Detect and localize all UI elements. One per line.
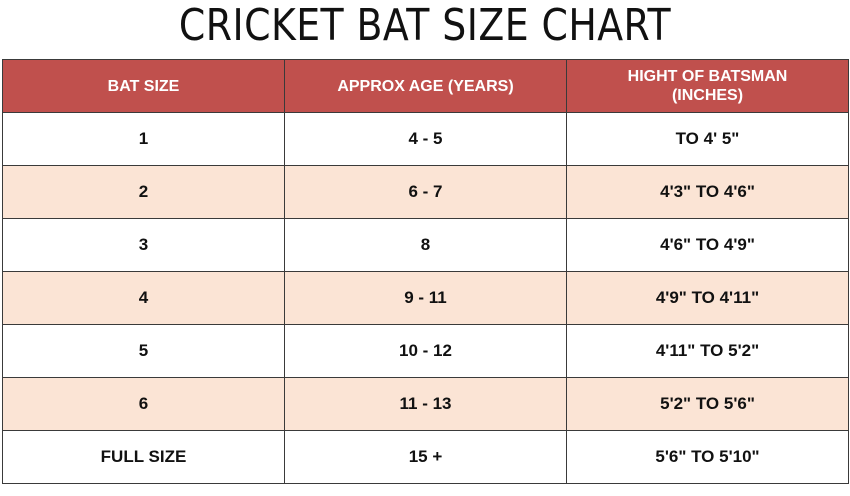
cell-height: 4'3" TO 4'6" — [566, 165, 849, 219]
cell-bat-size: 2 — [2, 165, 285, 219]
cell-height: 5'2" TO 5'6" — [566, 377, 849, 431]
table-header: BAT SIZE APPROX AGE (YEARS) HIGHT OF BAT… — [2, 59, 849, 113]
header-approx-age: APPROX AGE (YEARS) — [284, 59, 567, 113]
cell-bat-size: FULL SIZE — [2, 430, 285, 484]
cell-age: 9 - 11 — [284, 271, 567, 325]
header-bat-size: BAT SIZE — [2, 59, 285, 113]
header-height-line1: HIGHT OF BATSMAN — [627, 68, 788, 85]
cell-age: 8 — [284, 218, 567, 272]
cell-age: 10 - 12 — [284, 324, 567, 378]
cell-age: 11 - 13 — [284, 377, 567, 431]
cell-bat-size: 5 — [2, 324, 285, 378]
cell-age: 15 + — [284, 430, 567, 484]
table-row: 5 10 - 12 4'11" TO 5'2" — [2, 324, 849, 378]
header-height: HIGHT OF BATSMAN (INCHES) — [566, 59, 849, 113]
table-row: 4 9 - 11 4'9" TO 4'11" — [2, 271, 849, 325]
cell-height: TO 4' 5" — [566, 112, 849, 166]
cell-age: 4 - 5 — [284, 112, 567, 166]
cell-age: 6 - 7 — [284, 165, 567, 219]
table-body: 1 4 - 5 TO 4' 5" 2 6 - 7 4'3" TO 4'6" 3 … — [2, 112, 849, 484]
cell-height: 4'6" TO 4'9" — [566, 218, 849, 272]
cell-bat-size: 3 — [2, 218, 285, 272]
cell-bat-size: 6 — [2, 377, 285, 431]
header-height-line2: (INCHES) — [671, 87, 744, 104]
cell-bat-size: 1 — [2, 112, 285, 166]
bat-size-table: BAT SIZE APPROX AGE (YEARS) HIGHT OF BAT… — [2, 59, 849, 484]
cell-bat-size: 4 — [2, 271, 285, 325]
page-title: CRICKET BAT SIZE CHART — [178, 0, 672, 51]
table-row: 1 4 - 5 TO 4' 5" — [2, 112, 849, 166]
table-row: 2 6 - 7 4'3" TO 4'6" — [2, 165, 849, 219]
header-row: BAT SIZE APPROX AGE (YEARS) HIGHT OF BAT… — [2, 59, 849, 113]
table-row: 3 8 4'6" TO 4'9" — [2, 218, 849, 272]
cell-height: 4'11" TO 5'2" — [566, 324, 849, 378]
cell-height: 4'9" TO 4'11" — [566, 271, 849, 325]
cell-height: 5'6" TO 5'10" — [566, 430, 849, 484]
table-row: FULL SIZE 15 + 5'6" TO 5'10" — [2, 430, 849, 484]
table-row: 6 11 - 13 5'2" TO 5'6" — [2, 377, 849, 431]
